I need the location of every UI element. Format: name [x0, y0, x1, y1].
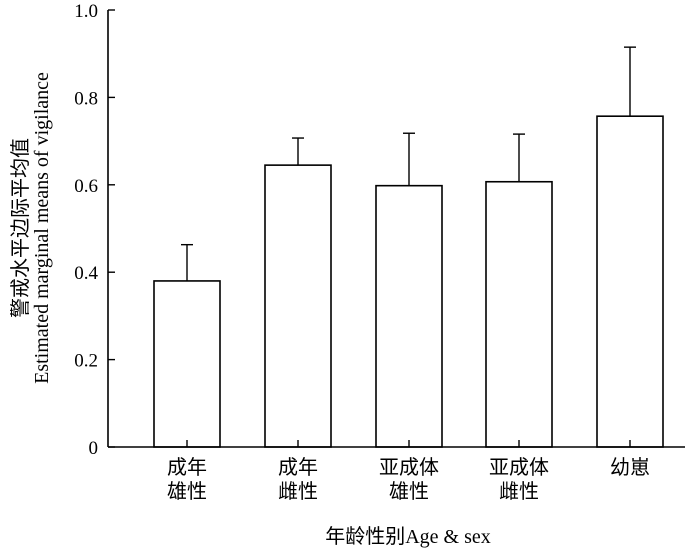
- x-tick-label-line: 雄性: [167, 480, 207, 503]
- x-tick-label-line: 亚成体: [489, 456, 549, 479]
- x-tick-label-line: 雌性: [278, 480, 318, 503]
- x-tick-label-line: 成年: [278, 456, 318, 479]
- bar: [485, 180, 553, 448]
- x-tick-label: 亚成体雄性: [379, 456, 439, 503]
- y-tick-label: 0.2: [74, 351, 98, 372]
- x-tick-label-line: 幼崽: [610, 456, 650, 479]
- x-tick-label: 幼崽: [610, 456, 650, 479]
- bar: [375, 184, 443, 448]
- y-tick-label: 0.8: [74, 88, 98, 109]
- x-tick-label: 成年雌性: [278, 456, 318, 503]
- y-tick-label: 0.6: [74, 176, 98, 197]
- x-tick-label: 成年雄性: [167, 456, 207, 503]
- x-tick-label-line: 成年: [167, 456, 207, 479]
- y-axis-title-cn: 警戒水平边际平均值: [9, 138, 32, 318]
- y-axis-title: 警戒水平边际平均值 Estimated marginal means of vi…: [9, 72, 53, 384]
- bar: [153, 280, 221, 448]
- y-axis-title-en: Estimated marginal means of vigilance: [31, 72, 53, 384]
- x-tick-label-line: 雌性: [499, 480, 539, 503]
- bar: [264, 164, 332, 448]
- x-tick-label-line: 雄性: [389, 480, 429, 503]
- bar: [596, 115, 664, 448]
- y-tick-label: 0: [89, 438, 99, 459]
- x-tick-label: 亚成体雌性: [489, 456, 549, 503]
- x-tick-label-line: 亚成体: [379, 456, 439, 479]
- y-tick-label: 0.4: [74, 263, 98, 284]
- x-axis-title: 年龄性别Age & sex: [325, 525, 491, 548]
- y-tick-label: 1.0: [74, 1, 98, 22]
